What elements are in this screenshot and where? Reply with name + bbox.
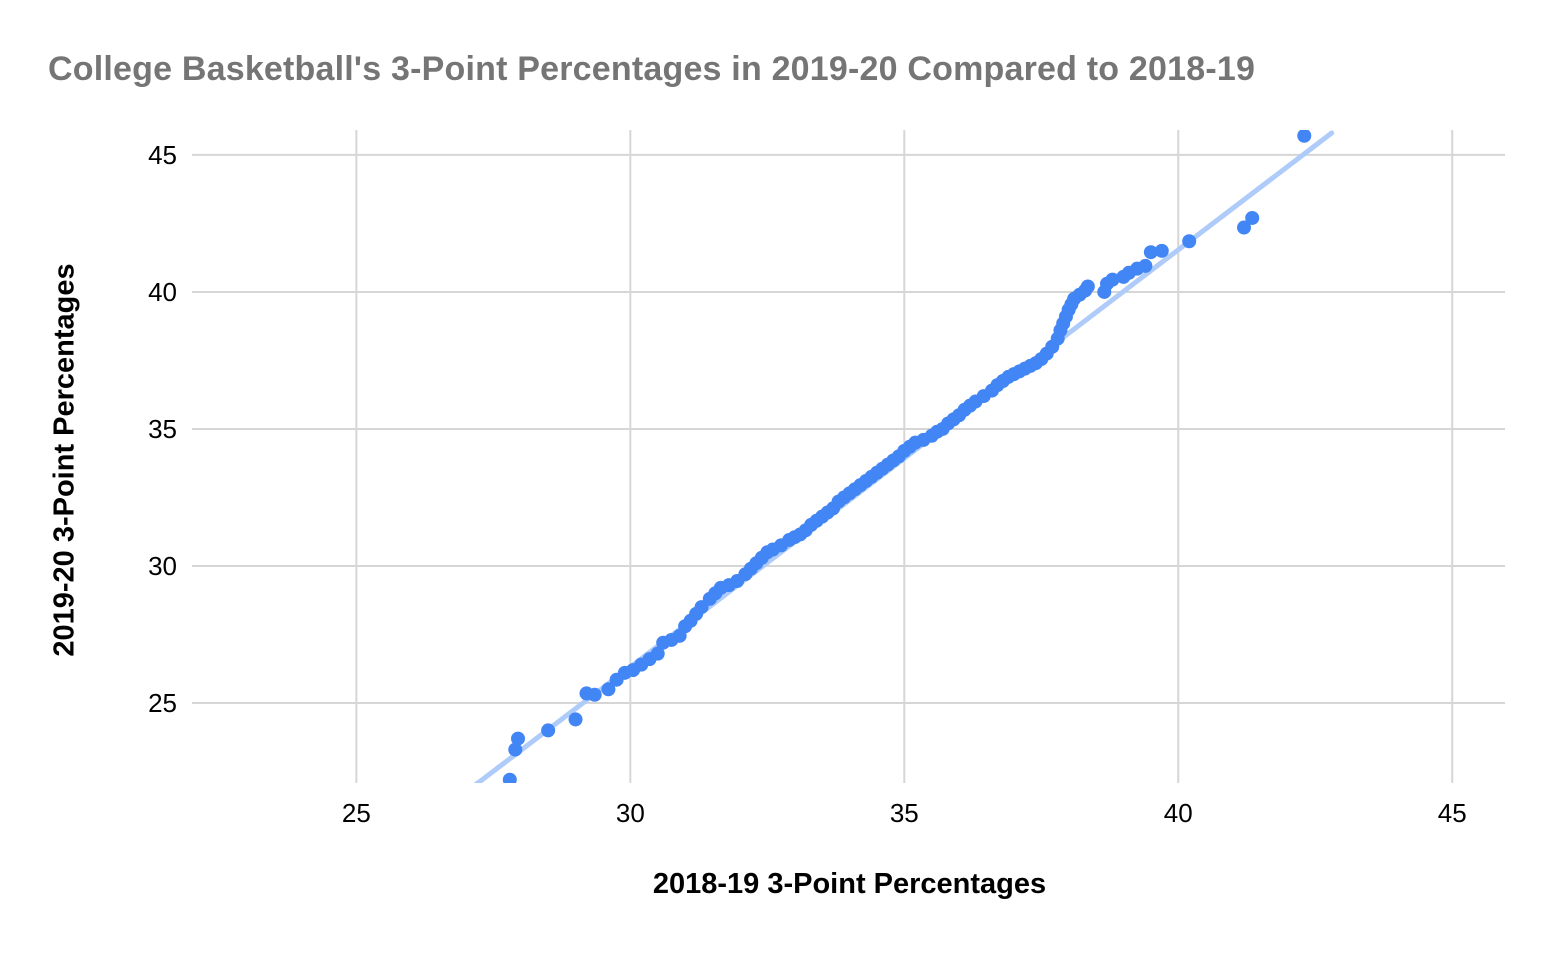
x-axis-title: 2018-19 3-Point Percentages: [652, 868, 1047, 900]
data-point[interactable]: [1080, 279, 1095, 294]
x-tick-label: 35: [890, 798, 919, 828]
scatter-points: [502, 129, 1312, 787]
data-point[interactable]: [1297, 129, 1312, 143]
y-tick-label: 30: [148, 551, 177, 581]
data-point[interactable]: [568, 712, 583, 727]
y-tick-label: 25: [148, 688, 177, 718]
data-point[interactable]: [1138, 258, 1153, 273]
x-tick-labels: 25 30 35 40 45: [342, 798, 1467, 828]
data-point[interactable]: [1143, 245, 1158, 260]
data-point[interactable]: [502, 772, 517, 787]
data-point[interactable]: [587, 687, 602, 702]
y-tick-label: 35: [148, 414, 177, 444]
gridlines: [192, 130, 1505, 783]
chart-title: College Basketball's 3-Point Percentages…: [48, 50, 1256, 88]
data-point[interactable]: [1245, 210, 1260, 225]
data-point[interactable]: [1154, 243, 1169, 258]
data-point[interactable]: [511, 731, 526, 746]
y-tick-labels: 25 30 35 40 45: [148, 140, 177, 718]
data-point[interactable]: [1182, 234, 1197, 249]
x-tick-label: 40: [1164, 798, 1193, 828]
data-point[interactable]: [541, 723, 556, 738]
y-tick-label: 40: [148, 277, 177, 307]
data-point[interactable]: [508, 742, 523, 757]
data-point[interactable]: [1105, 272, 1120, 287]
data-point[interactable]: [650, 646, 665, 661]
y-axis-title: 2019-20 3-Point Percentages: [48, 263, 81, 657]
x-tick-label: 45: [1438, 798, 1467, 828]
data-point[interactable]: [601, 682, 616, 697]
x-tick-label: 30: [616, 798, 645, 828]
y-tick-label: 45: [148, 140, 177, 170]
x-tick-label: 25: [342, 798, 371, 828]
data-point[interactable]: [1237, 220, 1251, 235]
